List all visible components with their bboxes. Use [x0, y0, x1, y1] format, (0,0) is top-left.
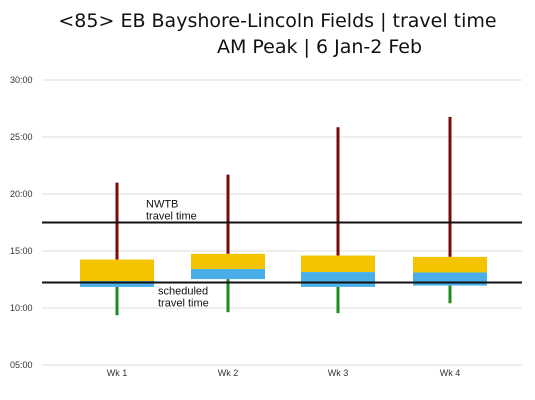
- box-upper-quartile: [191, 253, 265, 270]
- y-tick-label: 25:00: [10, 132, 33, 142]
- reference-line-label: travel time: [158, 298, 209, 310]
- reference-line-label: scheduled: [158, 286, 208, 298]
- y-tick-label: 15:00: [10, 246, 33, 256]
- reference-line-label: travel time: [146, 211, 197, 223]
- box-upper-quartile: [301, 255, 375, 273]
- box-upper-quartile: [413, 256, 487, 273]
- box-upper-quartile: [80, 259, 154, 282]
- chart-subtitle: AM Peak | 6 Jan-2 Feb: [216, 36, 423, 58]
- y-tick-label: 05:00: [10, 360, 33, 370]
- box-lower-quartile: [413, 272, 487, 286]
- box-lower-quartile: [191, 269, 265, 280]
- y-tick-label: 30:00: [10, 75, 33, 85]
- y-tick-label: 10:00: [10, 303, 33, 313]
- box-lower-quartile: [80, 281, 154, 287]
- x-tick-label: Wk 2: [218, 368, 239, 378]
- reference-line-label: NWTB: [146, 199, 178, 211]
- box-lower-quartile: [301, 272, 375, 287]
- chart-title: <85> EB Bayshore-Lincoln Fields | travel…: [58, 10, 497, 32]
- x-tick-label: Wk 4: [440, 368, 461, 378]
- x-tick-label: Wk 1: [107, 368, 128, 378]
- y-tick-label: 20:00: [10, 189, 33, 199]
- x-tick-label: Wk 3: [328, 368, 349, 378]
